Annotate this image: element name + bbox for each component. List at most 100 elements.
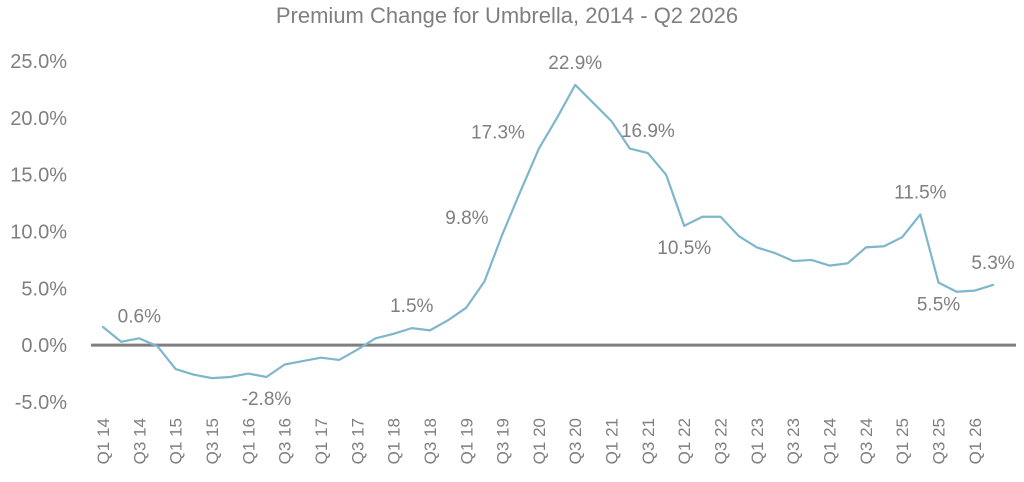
data-point	[809, 258, 813, 262]
data-point	[482, 280, 486, 284]
series-line	[101, 83, 995, 380]
data-point	[519, 189, 523, 193]
data-point	[555, 116, 559, 120]
y-tick-label: 15.0%	[10, 165, 67, 187]
data-label: 0.6%	[118, 306, 161, 327]
data-point	[628, 147, 632, 151]
x-tick-label: Q1 22	[675, 418, 694, 464]
x-tick-label: Q1 25	[893, 418, 912, 464]
x-tick-label: Q3 20	[566, 418, 585, 464]
x-tick-label: Q1 15	[167, 418, 186, 464]
data-point	[646, 151, 650, 155]
data-point	[337, 358, 341, 362]
data-point	[246, 372, 250, 376]
y-tick-label: 0.0%	[21, 335, 67, 357]
data-point	[537, 147, 541, 151]
y-tick-label: 5.0%	[21, 278, 67, 300]
data-point	[955, 290, 959, 294]
data-point	[864, 245, 868, 249]
data-point	[464, 306, 468, 310]
data-label: 16.9%	[621, 121, 675, 142]
data-label: 1.5%	[390, 296, 433, 317]
data-point	[610, 119, 614, 123]
data-label: 17.3%	[471, 123, 525, 144]
data-point	[828, 264, 832, 268]
x-tick-label: Q3 15	[203, 418, 222, 464]
data-point	[719, 215, 723, 219]
y-tick-label: 25.0%	[10, 51, 67, 73]
data-point	[501, 232, 505, 236]
data-point	[882, 244, 886, 248]
data-point	[918, 212, 922, 216]
x-tick-label: Q3 19	[494, 418, 513, 464]
data-label: 5.5%	[917, 295, 960, 316]
x-axis-tick-labels: Q1 14 Q3 14 Q1 15 Q3 15 Q1 16 Q3 16 Q1 17 Q3 17…	[94, 418, 985, 464]
data-point	[101, 325, 105, 329]
data-point	[664, 173, 668, 177]
data-point	[119, 340, 123, 344]
data-point	[700, 215, 704, 219]
y-tick-label: -5.0%	[15, 392, 67, 414]
x-tick-label: Q1 18	[385, 418, 404, 464]
y-tick-label: 20.0%	[10, 108, 67, 130]
y-axis-tick-labels: 25.0% 20.0% 15.0% 10.0% 5.0% 0.0% -5.0%	[10, 51, 67, 414]
data-point	[846, 261, 850, 265]
data-point	[591, 101, 595, 105]
data-point	[155, 344, 159, 348]
data-points	[101, 83, 995, 380]
data-label: -2.8%	[242, 389, 292, 410]
data-point	[392, 332, 396, 336]
x-tick-label: Q3 23	[784, 418, 803, 464]
data-point	[192, 373, 196, 377]
data-point	[773, 251, 777, 255]
x-tick-label: Q1 21	[603, 418, 622, 464]
x-tick-label: Q1 19	[457, 418, 476, 464]
data-point	[573, 83, 577, 87]
data-labels: 0.6% -2.8% 1.5% 9.8% 17.3% 22.9% 16.9% 10.5% 11.…	[118, 53, 1015, 410]
x-tick-label: Q1 17	[312, 418, 331, 464]
chart-title: Premium Change for Umbrella, 2014 - Q2 2…	[276, 3, 738, 28]
data-point	[755, 245, 759, 249]
data-point	[737, 234, 741, 238]
data-label: 5.3%	[971, 253, 1014, 274]
x-tick-label: Q1 14	[94, 418, 113, 464]
data-point	[428, 328, 432, 332]
data-point	[228, 375, 232, 379]
data-point	[373, 336, 377, 340]
data-label: 22.9%	[548, 53, 602, 74]
data-label: 11.5%	[894, 182, 947, 203]
x-tick-label: Q3 24	[857, 418, 876, 464]
data-label: 9.8%	[445, 208, 488, 229]
x-tick-label: Q1 26	[966, 418, 985, 464]
data-point	[355, 348, 359, 352]
data-point	[301, 359, 305, 363]
x-tick-label: Q3 25	[930, 418, 949, 464]
data-point	[264, 375, 268, 379]
data-point	[283, 362, 287, 366]
data-point	[210, 376, 214, 380]
x-tick-label: Q1 24	[821, 418, 840, 464]
x-tick-label: Q3 18	[421, 418, 440, 464]
data-point	[446, 318, 450, 322]
x-tick-label: Q3 17	[348, 418, 367, 464]
data-point	[410, 326, 414, 330]
data-point	[319, 356, 323, 360]
x-tick-label: Q1 16	[239, 418, 258, 464]
x-tick-label: Q1 20	[530, 418, 549, 464]
data-point	[791, 259, 795, 263]
x-tick-label: Q1 23	[748, 418, 767, 464]
data-point	[682, 224, 686, 228]
x-tick-label: Q3 16	[276, 418, 295, 464]
data-point	[137, 336, 141, 340]
x-tick-label: Q3 21	[639, 418, 658, 464]
x-tick-label: Q3 22	[712, 418, 731, 464]
data-point	[174, 367, 178, 371]
y-tick-label: 10.0%	[10, 222, 67, 244]
data-point	[937, 281, 941, 285]
data-point	[900, 235, 904, 239]
data-label: 10.5%	[657, 238, 711, 259]
data-point	[991, 283, 995, 287]
x-tick-label: Q3 14	[130, 418, 149, 464]
